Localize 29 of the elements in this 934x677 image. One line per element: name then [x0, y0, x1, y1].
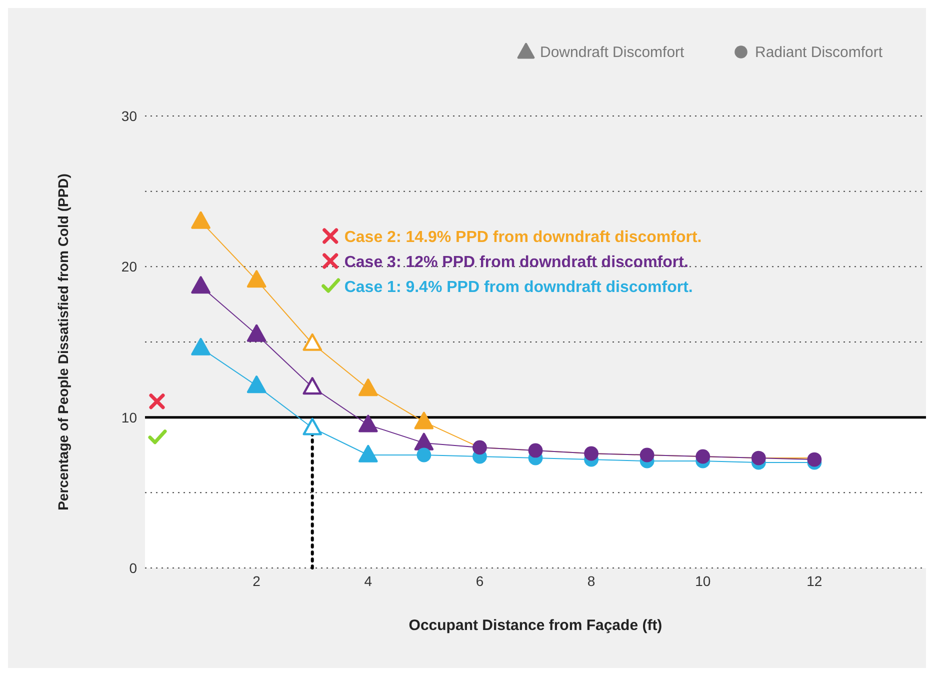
point	[302, 377, 322, 395]
x-tick-label: 8	[587, 572, 596, 589]
x-tick-label: 2	[252, 572, 261, 589]
x-axis-title: Occupant Distance from Façade (ft)	[408, 617, 662, 634]
x-tick-label: 10	[695, 572, 711, 589]
point	[416, 448, 432, 462]
y-tick-label: 0	[129, 560, 138, 576]
point	[302, 333, 322, 351]
x-tick-label: 4	[364, 572, 372, 589]
x-tick-label: 12	[806, 572, 822, 589]
point	[302, 418, 322, 436]
y-tick-label: 20	[121, 258, 138, 275]
point	[414, 432, 434, 450]
point	[358, 414, 378, 432]
y-tick-label: 10	[121, 409, 138, 426]
annotation: Case 3: 12% PPD from downdraft discomfort.	[344, 254, 688, 271]
y-axis-title: Percentage of People Dissatisfied from Cold (PPD)	[54, 174, 71, 510]
point	[414, 412, 434, 430]
text: Downdraft Discomfort	[540, 44, 686, 61]
point	[191, 276, 210, 294]
y-tick-label: 30	[121, 108, 138, 124]
point	[246, 324, 266, 342]
point	[191, 211, 210, 229]
annotation: Case 2: 14.9% PPD from downdraft discomfort.	[344, 229, 702, 246]
point	[358, 378, 378, 396]
text: Radiant Discomfort	[755, 44, 884, 61]
annotation: Case 1: 9.4% PPD from downdraft discomfort.	[344, 279, 693, 296]
x-tick-label: 6	[476, 572, 484, 589]
point	[246, 270, 266, 288]
